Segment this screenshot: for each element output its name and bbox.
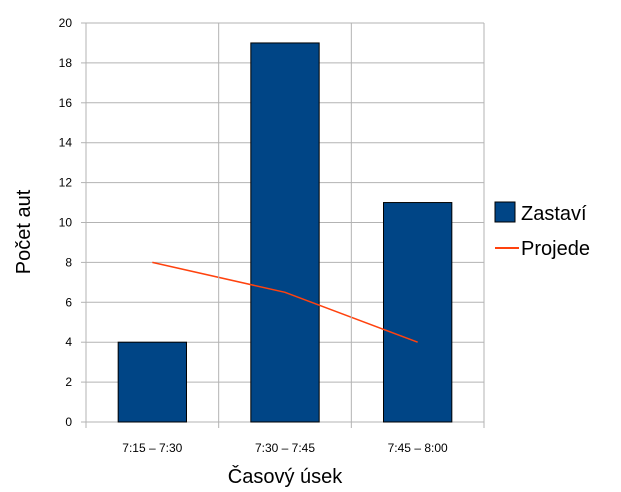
bar [383,202,453,423]
x-tick-labels: 7:15 – 7:30 7:30 – 7:45 7:45 – 8:00 [122,441,448,455]
x-axis-title: Časový úsek [228,465,343,488]
y-tick-label: 18 [59,56,73,70]
legend: Zastaví Projede [494,201,590,260]
bar [117,341,187,423]
x-tick-label: 7:15 – 7:30 [122,441,182,455]
y-tick-label: 4 [65,335,72,349]
legend-label-projede: Projede [521,238,590,260]
bar [250,42,320,423]
y-tick-label: 16 [59,96,73,110]
bars [117,42,453,423]
x-tick-label: 7:45 – 8:00 [388,441,448,455]
y-tick-label: 0 [65,415,72,429]
line-series-projede [152,261,418,343]
y-tick-label: 12 [59,176,73,190]
y-tick-label: 6 [65,295,72,309]
legend-swatch-zastavi [494,201,516,223]
y-tick-label: 14 [59,136,73,150]
y-tick-label: 8 [65,255,72,269]
y-tick-label: 10 [59,216,73,230]
lines [152,261,418,343]
y-tick-label: 20 [59,16,73,30]
y-tick-labels: 0 2 4 6 8 10 12 14 16 18 20 [59,16,73,429]
x-tick-label: 7:30 – 7:45 [255,441,315,455]
axes [81,22,485,428]
y-axis-title: Počet aut [13,189,35,274]
legend-label-zastavi: Zastaví [521,203,587,225]
y-tick-label: 2 [65,375,72,389]
